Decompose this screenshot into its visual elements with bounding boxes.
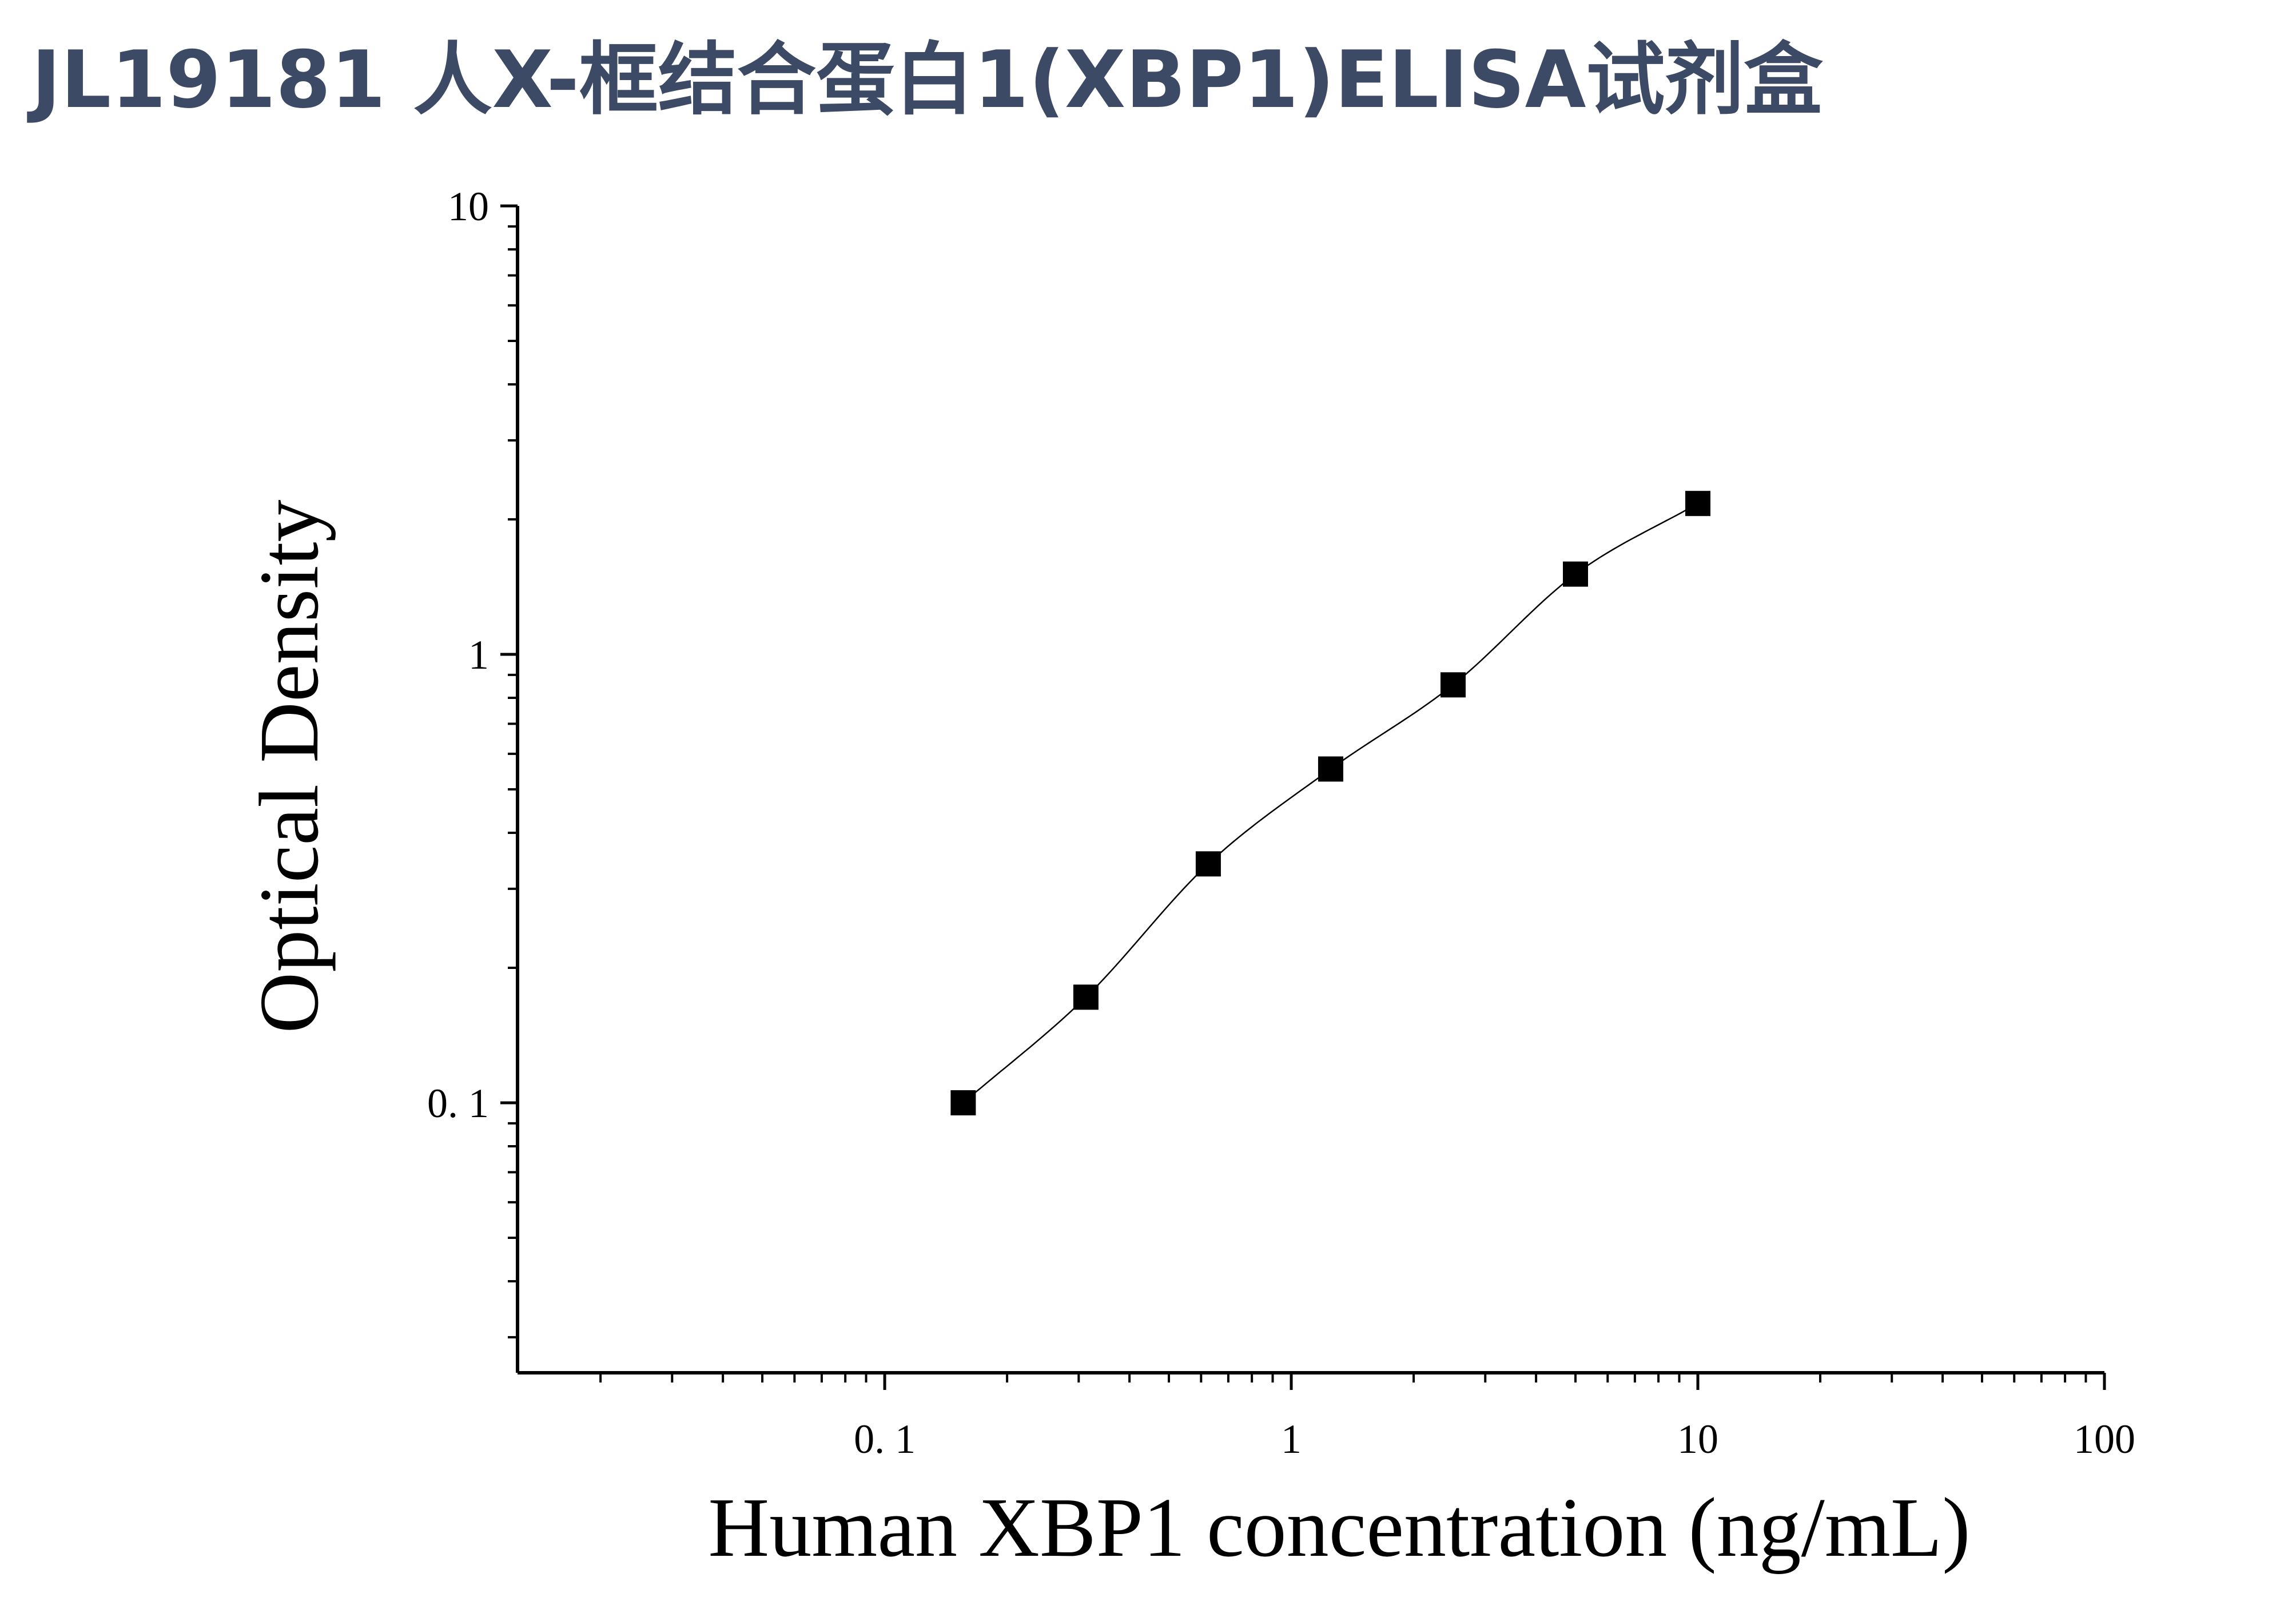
data-points bbox=[950, 491, 1711, 1115]
x-axis-label: Human XBP1 concentration (ng/mL) bbox=[708, 1481, 1970, 1575]
y-axis-label: Optical Density bbox=[242, 499, 336, 1033]
data-point bbox=[1563, 561, 1588, 587]
data-point bbox=[1195, 851, 1221, 877]
x-tick-label: 10 bbox=[1677, 1416, 1718, 1462]
y-tick-label: 10 bbox=[448, 184, 489, 229]
axes bbox=[516, 206, 2104, 1374]
tick-labels: 0. 1 1 10 100 0. 1 1 10 bbox=[427, 184, 2135, 1462]
y-tick-label: 0. 1 bbox=[427, 1080, 489, 1126]
y-tick-label: 1 bbox=[468, 632, 489, 678]
data-point bbox=[1685, 491, 1711, 517]
data-point bbox=[1073, 984, 1099, 1010]
x-tick-label: 1 bbox=[1281, 1416, 1302, 1462]
x-tick-label: 100 bbox=[2074, 1416, 2135, 1462]
x-tick-label: 0. 1 bbox=[854, 1416, 916, 1462]
fit-curve bbox=[962, 503, 1698, 1103]
data-point bbox=[1440, 672, 1466, 698]
page-title: JL19181 人X-框结合蛋白1(XBP1)ELISA试剂盒 bbox=[27, 34, 1823, 126]
ticks bbox=[500, 204, 2106, 1390]
data-point bbox=[1318, 756, 1343, 782]
data-point bbox=[950, 1090, 976, 1115]
